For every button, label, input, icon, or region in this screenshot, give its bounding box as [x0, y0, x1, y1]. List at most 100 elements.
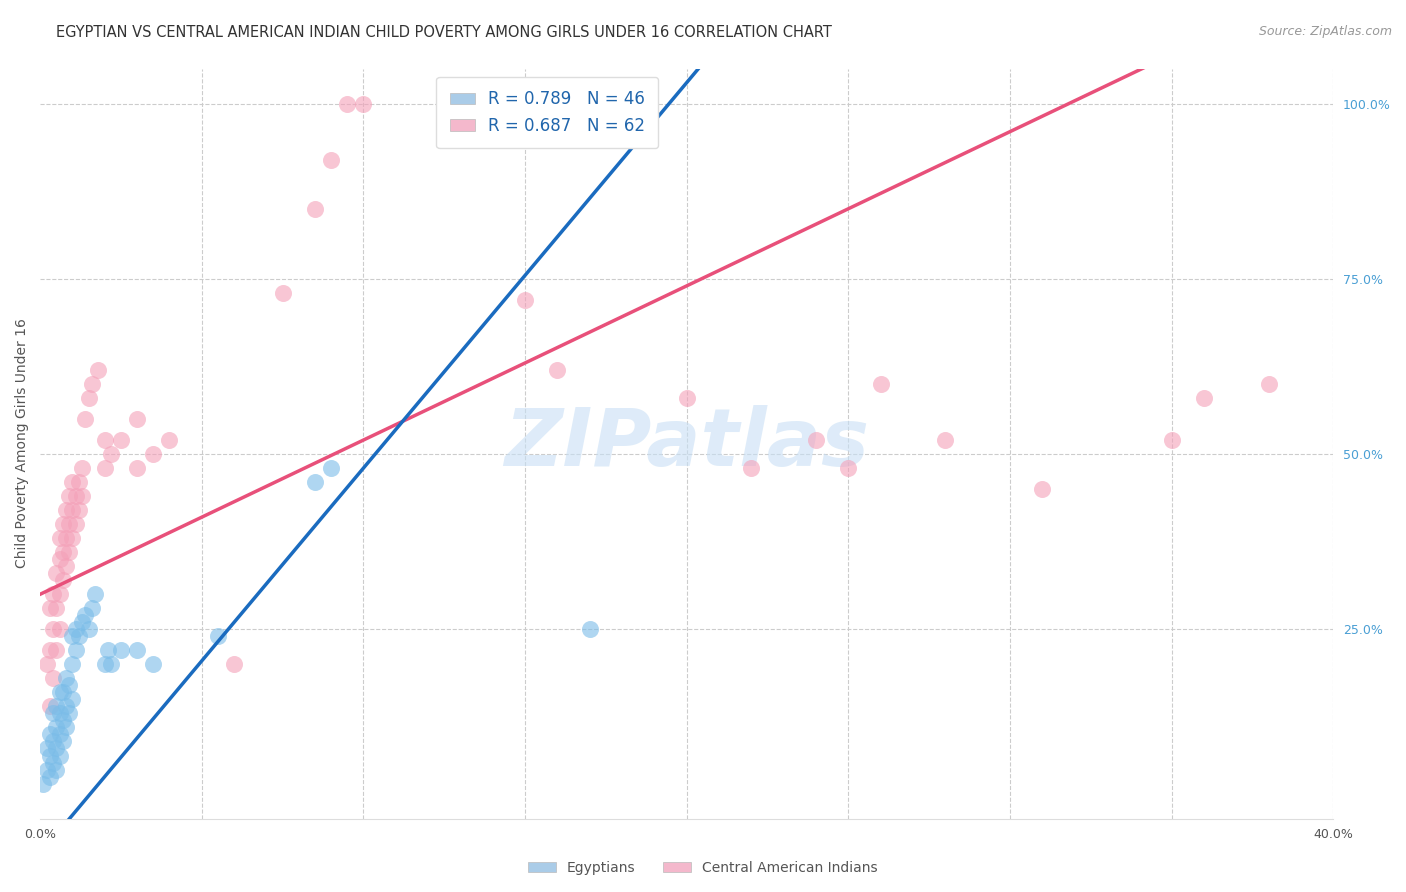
Point: [45, 721, 67, 735]
Point: [48, 706, 70, 721]
Point: [45, 643, 67, 657]
Point: [38, 727, 60, 741]
Point: [65, 489, 87, 503]
Point: [42, 672, 65, 686]
Point: [77, 623, 100, 637]
Point: [740, 461, 762, 475]
Point: [67, 503, 90, 517]
Point: [62, 503, 84, 517]
Point: [48, 727, 70, 741]
Point: [75, 608, 97, 623]
Legend: Egyptians, Central American Indians: Egyptians, Central American Indians: [523, 855, 883, 880]
Point: [110, 433, 132, 447]
Point: [80, 601, 103, 615]
Point: [142, 657, 165, 672]
Point: [42, 734, 65, 748]
Point: [52, 714, 75, 728]
Text: ZIPatlas: ZIPatlas: [505, 405, 869, 483]
Text: Source: ZipAtlas.com: Source: ZipAtlas.com: [1258, 25, 1392, 38]
Point: [869, 376, 891, 391]
Point: [62, 692, 84, 706]
Legend: R = 0.789   N = 46, R = 0.687   N = 62: R = 0.789 N = 46, R = 0.687 N = 62: [436, 77, 658, 148]
Point: [58, 678, 80, 692]
Point: [38, 770, 60, 784]
Point: [837, 461, 859, 475]
Point: [58, 706, 80, 721]
Point: [1192, 391, 1215, 405]
Point: [48, 552, 70, 566]
Point: [48, 748, 70, 763]
Point: [352, 96, 374, 111]
Point: [84, 587, 107, 601]
Point: [32, 776, 55, 790]
Point: [110, 643, 132, 657]
Point: [65, 623, 87, 637]
Point: [48, 623, 70, 637]
Point: [127, 461, 149, 475]
Point: [97, 643, 120, 657]
Point: [159, 433, 181, 447]
Point: [1031, 482, 1053, 496]
Point: [48, 685, 70, 699]
Point: [58, 545, 80, 559]
Point: [55, 503, 77, 517]
Point: [65, 517, 87, 532]
Point: [87, 363, 110, 377]
Point: [55, 699, 77, 714]
Point: [1160, 433, 1182, 447]
Point: [38, 699, 60, 714]
Point: [38, 643, 60, 657]
Point: [319, 461, 342, 475]
Point: [207, 629, 229, 643]
Point: [62, 657, 84, 672]
Point: [804, 433, 827, 447]
Point: [35, 657, 58, 672]
Point: [100, 447, 122, 461]
Point: [675, 391, 697, 405]
Point: [52, 545, 75, 559]
Point: [94, 433, 117, 447]
Point: [62, 629, 84, 643]
Point: [52, 574, 75, 588]
Point: [38, 748, 60, 763]
Point: [38, 601, 60, 615]
Point: [934, 433, 956, 447]
Point: [67, 475, 90, 489]
Point: [578, 623, 600, 637]
Point: [70, 615, 93, 630]
Point: [55, 531, 77, 545]
Point: [35, 763, 58, 777]
Point: [271, 285, 294, 300]
Point: [67, 629, 90, 643]
Point: [336, 96, 359, 111]
Point: [45, 601, 67, 615]
Point: [52, 734, 75, 748]
Point: [45, 741, 67, 756]
Point: [77, 391, 100, 405]
Point: [45, 763, 67, 777]
Point: [55, 559, 77, 574]
Point: [55, 721, 77, 735]
Point: [48, 587, 70, 601]
Point: [45, 566, 67, 581]
Point: [58, 489, 80, 503]
Point: [546, 363, 568, 377]
Point: [62, 531, 84, 545]
Point: [94, 461, 117, 475]
Point: [142, 447, 165, 461]
Point: [55, 672, 77, 686]
Point: [45, 699, 67, 714]
Point: [513, 293, 536, 307]
Point: [100, 657, 122, 672]
Point: [319, 153, 342, 167]
Point: [127, 412, 149, 426]
Point: [94, 657, 117, 672]
Point: [70, 489, 93, 503]
Point: [42, 756, 65, 770]
Point: [224, 657, 246, 672]
Y-axis label: Child Poverty Among Girls Under 16: Child Poverty Among Girls Under 16: [15, 318, 30, 568]
Point: [42, 706, 65, 721]
Point: [52, 685, 75, 699]
Point: [304, 475, 326, 489]
Point: [65, 643, 87, 657]
